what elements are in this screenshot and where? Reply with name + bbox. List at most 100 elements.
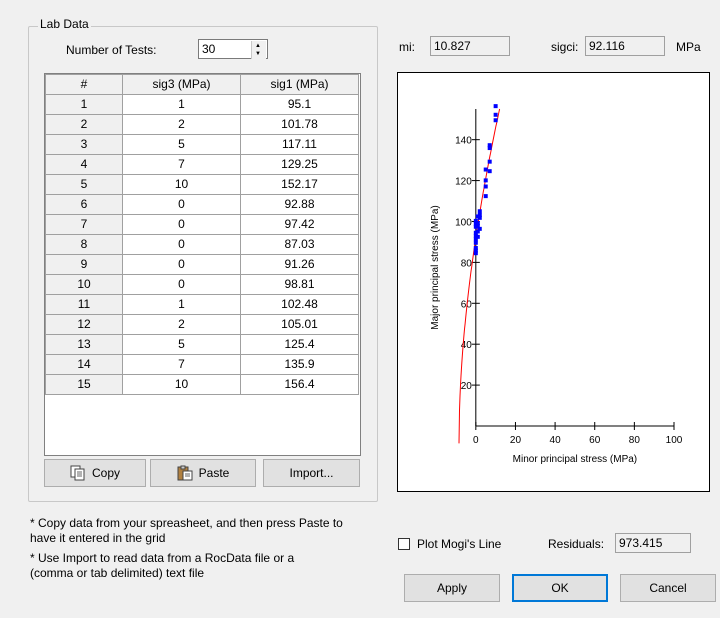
grid-cell[interactable]: 98.81 <box>240 274 359 295</box>
data-point <box>473 218 478 223</box>
spin-down-icon[interactable]: ▼ <box>255 51 261 57</box>
mogi-checkbox[interactable] <box>398 538 410 550</box>
number-of-tests-value: 30 <box>202 42 216 56</box>
grid-cell[interactable]: 95.1 <box>240 94 359 115</box>
table-row[interactable]: 10 0 98.81 <box>45 274 359 295</box>
table-row[interactable]: 12 2 105.01 <box>45 314 359 335</box>
mogi-label[interactable]: Plot Mogi's Line <box>417 537 502 551</box>
data-point <box>483 167 488 172</box>
grid-cell[interactable]: 117.11 <box>240 134 359 155</box>
grid-cell[interactable]: 0 <box>122 274 241 295</box>
data-point <box>473 230 478 235</box>
data-point <box>475 221 480 226</box>
spin-buttons[interactable]: ▲ ▼ <box>251 41 266 59</box>
row-number: 1 <box>45 94 123 115</box>
lab-data-grid[interactable]: # sig3 (MPa) sig1 (MPa) 1 1 95.1 2 2 101.78 3 5 11… <box>44 73 361 456</box>
table-row[interactable]: 5 10 152.17 <box>45 174 359 195</box>
data-point <box>493 118 498 123</box>
grid-cell[interactable]: 0 <box>122 194 241 215</box>
sigci-field: 92.116 <box>585 36 665 56</box>
row-number: 13 <box>45 334 123 355</box>
table-row[interactable]: 6 0 92.88 <box>45 194 359 215</box>
table-row[interactable]: 1 1 95.1 <box>45 94 359 115</box>
grid-cell[interactable]: 87.03 <box>240 234 359 255</box>
grid-cell[interactable]: 135.9 <box>240 354 359 375</box>
grid-cell[interactable]: 0 <box>122 234 241 255</box>
grid-cell[interactable]: 105.01 <box>240 314 359 335</box>
grid-cell[interactable]: 101.78 <box>240 114 359 135</box>
copy-label: Copy <box>91 466 120 480</box>
data-point <box>477 226 482 231</box>
grid-cell[interactable]: 125.4 <box>240 334 359 355</box>
y-tick-label: 20 <box>461 381 473 392</box>
copy-button[interactable]: Copy <box>44 459 146 487</box>
grid-header-0[interactable]: # <box>45 74 123 95</box>
grid-cell[interactable]: 2 <box>122 314 241 335</box>
grid-cell[interactable]: 156.4 <box>240 374 359 395</box>
table-row[interactable]: 8 0 87.03 <box>45 234 359 255</box>
data-point <box>477 212 482 217</box>
data-point <box>487 159 492 164</box>
ok-button[interactable]: OK <box>512 574 608 602</box>
y-tick-label: 140 <box>455 136 472 147</box>
row-number: 2 <box>45 114 123 135</box>
table-row[interactable]: 4 7 129.25 <box>45 154 359 175</box>
grid-cell[interactable]: 7 <box>122 154 241 175</box>
strength-chart: 0 20 40 60 80 100 20 40 60 80 100 120 140 Minor princ… <box>430 104 683 465</box>
table-row[interactable]: 11 1 102.48 <box>45 294 359 315</box>
x-tick-label: 20 <box>510 435 522 446</box>
data-point <box>493 112 498 117</box>
sigci-label: sigci: <box>551 40 579 54</box>
grid-cell[interactable]: 91.26 <box>240 254 359 275</box>
table-row[interactable]: 7 0 97.42 <box>45 214 359 235</box>
grid-cell[interactable]: 0 <box>122 214 241 235</box>
number-of-tests-spinner[interactable]: 30 ▲ ▼ <box>198 39 268 59</box>
grid-cell[interactable]: 10 <box>122 174 241 195</box>
row-number: 11 <box>45 294 123 315</box>
row-number: 8 <box>45 234 123 255</box>
import-button[interactable]: Import... <box>263 459 360 487</box>
grid-cell[interactable]: 2 <box>122 114 241 135</box>
x-tick-label: 0 <box>473 435 479 446</box>
copy-icon <box>70 465 86 481</box>
row-number: 4 <box>45 154 123 175</box>
grid-cell[interactable]: 5 <box>122 134 241 155</box>
table-row[interactable]: 9 0 91.26 <box>45 254 359 275</box>
y-tick-label: 120 <box>455 177 472 188</box>
data-point <box>473 246 478 251</box>
paste-icon <box>177 465 193 481</box>
grid-cell[interactable]: 1 <box>122 294 241 315</box>
row-number: 10 <box>45 274 123 295</box>
grid-cell[interactable]: 152.17 <box>240 174 359 195</box>
row-number: 12 <box>45 314 123 335</box>
import-label: Import... <box>289 466 334 480</box>
data-point <box>477 209 482 214</box>
grid-cell[interactable]: 0 <box>122 254 241 275</box>
cancel-button[interactable]: Cancel <box>620 574 716 602</box>
grid-cell[interactable]: 102.48 <box>240 294 359 315</box>
row-number: 14 <box>45 354 123 375</box>
row-number: 15 <box>45 374 123 395</box>
grid-cell[interactable]: 1 <box>122 94 241 115</box>
table-row[interactable]: 14 7 135.9 <box>45 354 359 375</box>
grid-header-2[interactable]: sig1 (MPa) <box>240 74 359 95</box>
window-edge <box>720 0 726 618</box>
grid-cell[interactable]: 97.42 <box>240 214 359 235</box>
grid-cell[interactable]: 5 <box>122 334 241 355</box>
paste-button[interactable]: Paste <box>150 459 256 487</box>
grid-cell[interactable]: 92.88 <box>240 194 359 215</box>
spin-up-icon[interactable]: ▲ <box>255 43 261 49</box>
table-row[interactable]: 2 2 101.78 <box>45 114 359 135</box>
grid-cell[interactable]: 129.25 <box>240 154 359 175</box>
y-tick-label: 40 <box>461 340 473 351</box>
data-point <box>473 251 478 256</box>
lab-data-title: Lab Data <box>38 17 91 31</box>
table-row[interactable]: 13 5 125.4 <box>45 334 359 355</box>
x-tick-label: 40 <box>550 435 562 446</box>
grid-header-1[interactable]: sig3 (MPa) <box>122 74 241 95</box>
grid-cell[interactable]: 10 <box>122 374 241 395</box>
table-row[interactable]: 15 10 156.4 <box>45 374 359 395</box>
apply-button[interactable]: Apply <box>404 574 500 602</box>
table-row[interactable]: 3 5 117.11 <box>45 134 359 155</box>
grid-cell[interactable]: 7 <box>122 354 241 375</box>
